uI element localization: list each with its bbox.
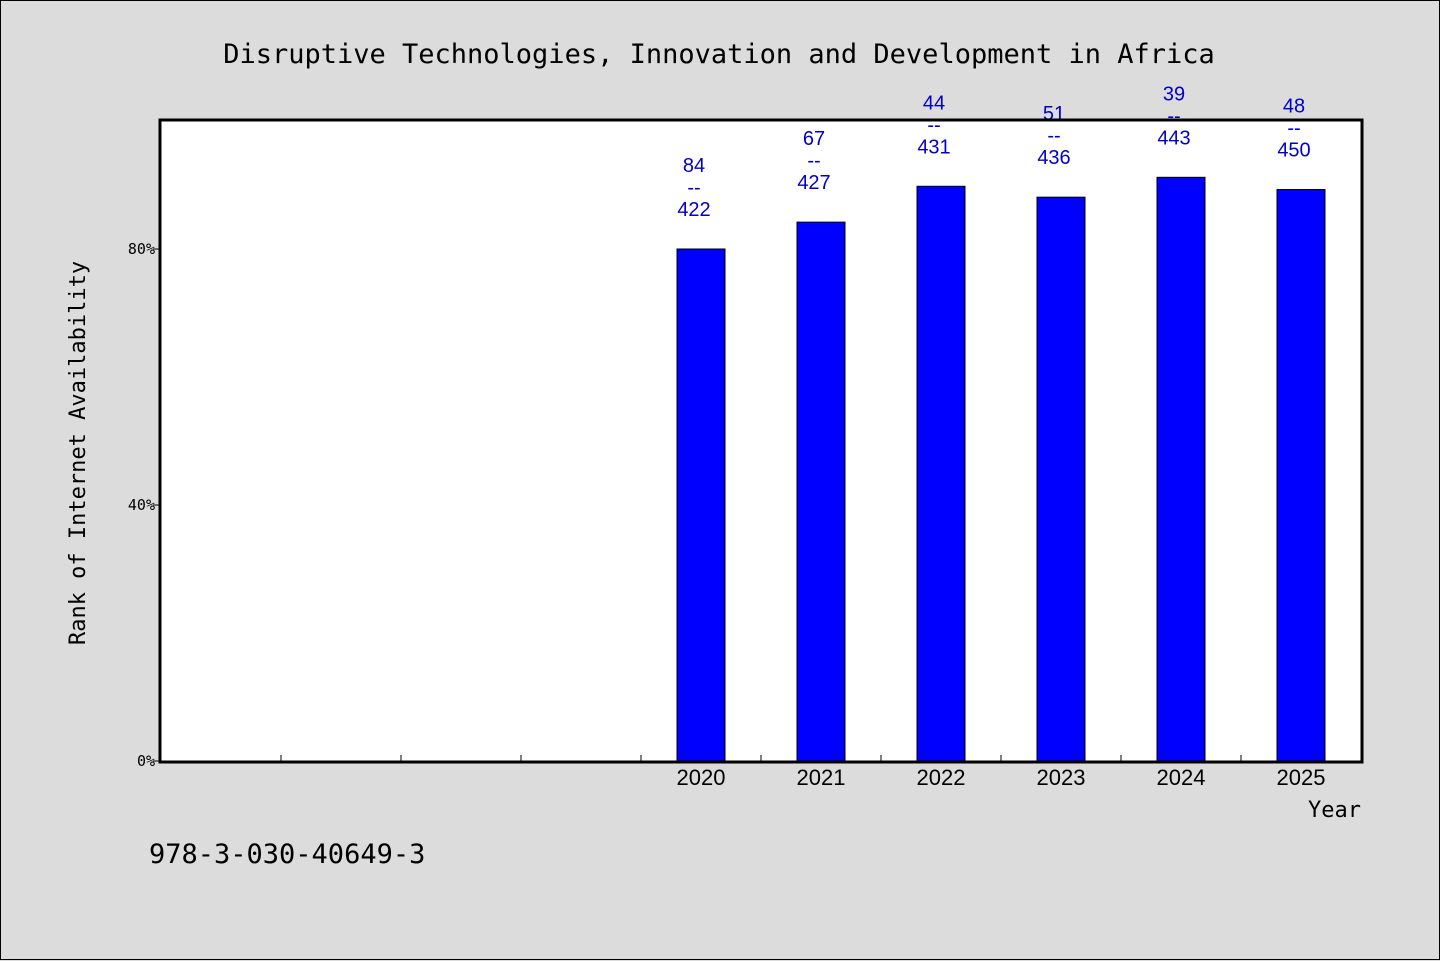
data-label-rank: 84 xyxy=(683,155,705,177)
data-label-total: 427 xyxy=(797,172,830,194)
x-tick-label: 2022 xyxy=(917,765,966,790)
bar-2020 xyxy=(676,248,726,762)
data-label-total: 443 xyxy=(1157,127,1190,149)
bar-2021 xyxy=(796,221,846,762)
data-label-sep: -- xyxy=(687,177,700,199)
data-label-total: 436 xyxy=(1037,147,1070,169)
data-label-sep: -- xyxy=(1287,117,1300,139)
data-label-rank: 39 xyxy=(1163,83,1185,105)
data-label-rank: 44 xyxy=(923,92,945,114)
y-tick-label: 80% xyxy=(128,240,155,258)
data-label-sep: -- xyxy=(1167,105,1180,127)
bar-2024 xyxy=(1156,176,1206,762)
bars-layer xyxy=(676,176,1326,762)
data-label-rank: 48 xyxy=(1283,95,1305,117)
data-label-sep: -- xyxy=(927,114,940,136)
chart-title: Disruptive Technologies, Innovation and … xyxy=(223,39,1215,70)
y-axis-label: Rank of Internet Availability xyxy=(66,261,91,645)
y-tick-label: 40% xyxy=(128,496,155,514)
data-label-sep: -- xyxy=(807,150,820,172)
bar-2025 xyxy=(1276,188,1326,762)
data-label-rank: 67 xyxy=(803,128,825,150)
x-axis-label: Year xyxy=(1308,798,1361,823)
bar-2023 xyxy=(1036,196,1086,762)
data-label-total: 450 xyxy=(1277,139,1310,161)
x-tick-label: 2023 xyxy=(1037,765,1086,790)
x-tick-label: 2025 xyxy=(1277,765,1326,790)
axes-layer: 0% 40% 80% 2020 2021 2022 2023 2024 2025 xyxy=(128,240,1326,790)
isbn-footer: 978-3-030-40649-3 xyxy=(149,839,425,870)
y-tick-label: 0% xyxy=(137,752,155,770)
x-tick-label: 2021 xyxy=(797,765,846,790)
data-label-total: 431 xyxy=(917,136,950,158)
x-tick-label: 2024 xyxy=(1157,765,1206,790)
data-labels-layer: 84--42267--42744--43151--43639--44348--4… xyxy=(677,83,1310,221)
data-label-sep: -- xyxy=(1047,125,1060,147)
data-label-total: 422 xyxy=(677,199,710,221)
plot-border xyxy=(158,118,1364,764)
bar-2022 xyxy=(916,185,966,762)
data-label-rank: 51 xyxy=(1043,103,1065,125)
x-tick-label: 2020 xyxy=(677,765,726,790)
